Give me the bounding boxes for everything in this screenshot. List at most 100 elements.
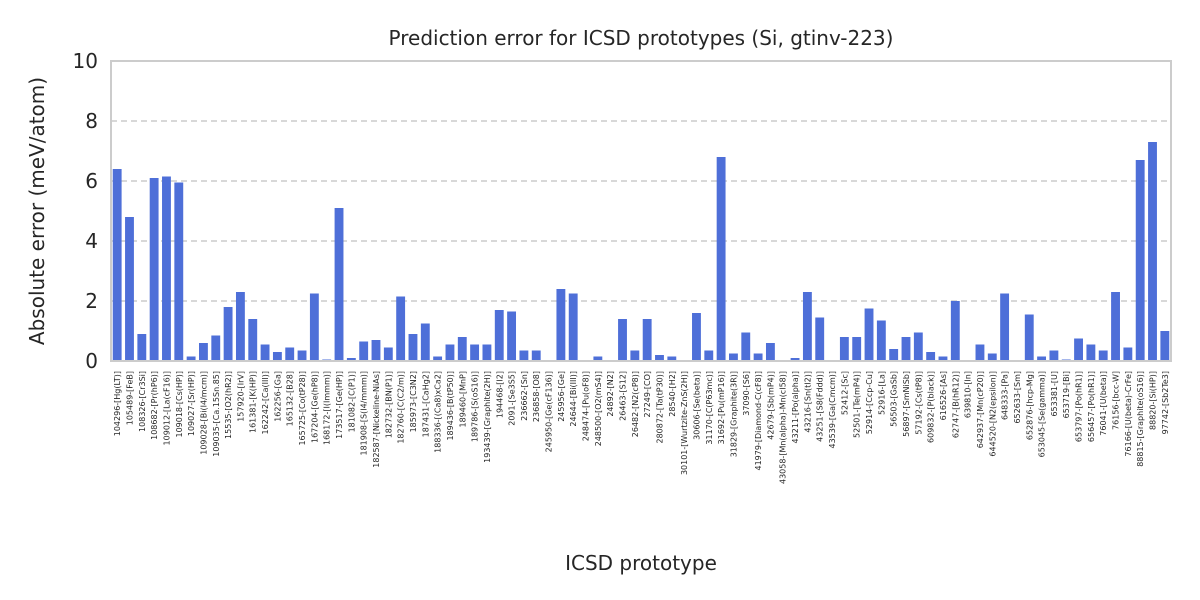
x-tick-label: 31829-[Graphite(3R)] [729,371,738,457]
plot-frame [110,60,1172,362]
bar [519,350,529,361]
x-tick-label: 43211-[Po(alpha)] [791,371,800,443]
bar [716,157,726,361]
bar [926,352,936,361]
grid-lines [111,120,1171,302]
y-axis-label: Absolute error (meV/atom) [25,77,49,345]
x-tick-label: 161381-[K(HP)] [249,371,258,433]
x-tick-label: 193439-[Graphite(2H)] [483,371,492,463]
bar [790,358,800,361]
y-tick-label: 2 [85,289,98,313]
x-tick-label: 280872-[Ta(tP30)] [655,371,664,444]
x-tick-label: 644520-[N2(epsilon)] [988,371,997,457]
bar [815,317,825,361]
x-tick-label: 2091-[Se3S5] [508,371,517,426]
x-tick-label: 162242-[Ca(III)] [261,371,270,434]
x-tick-label: 76156-[bcc-W] [1112,371,1121,430]
x-tick-label: 168172-[I(Immm)] [323,371,332,445]
x-tick-label: 182587-[Nickeline-NiAs] [372,371,381,468]
x-tick-label: 162256-[Ga] [273,371,282,422]
bar [704,350,714,361]
x-tick-label: 88815-[Graphite(oS16)] [1136,371,1145,467]
bar [1000,293,1010,361]
x-tick-label: 109012-[La(cF16)] [162,371,171,445]
bar [433,356,443,361]
bar [396,296,406,361]
bar [729,353,738,361]
bar [1111,292,1120,361]
bar [987,353,997,361]
x-tick-label: 652876-[hcp-Mg] [1025,371,1034,440]
bar [371,340,381,361]
x-tick-label: 24644-[Bi(III)] [569,371,578,427]
x-tick-label: 104296-[Hg(LT)] [113,371,122,436]
x-tick-label: 653719-[Bi] [1062,371,1071,418]
x-tick-label: 56503-[GaSb] [890,371,899,427]
x-tick-label: 189436-[B(tP50)] [446,371,455,441]
x-axis-label: ICSD prototype [565,551,717,575]
bar [876,320,886,361]
bar [235,292,245,361]
x-tick-label: 181082-[C(P1)] [347,371,356,432]
x-tick-label: 30101-[Wurtzite-ZnS(2H)] [680,371,689,475]
x-tick-label: 31692-[Pu(mP16)] [717,371,726,444]
y-ticks: 0 2 4 6 8 10 [73,49,98,373]
x-tick-label: 24892-[N2] [606,371,615,417]
x-tick-label: 189786-[S(oS16)] [471,371,480,442]
y-tick-label: 10 [73,49,98,73]
bar [248,319,258,361]
bar [470,344,480,361]
x-tick-label: 52914-[Ccp-Cu] [865,371,874,434]
x-tick-label: 236858-[O8] [532,371,541,422]
bar [186,356,196,361]
x-tick-label: 31170-[C(P63mc)] [705,371,714,445]
x-tick-label: 194468-[I2] [495,371,504,418]
bar [1049,350,1059,361]
x-tick-label: 105489-[FeB] [125,371,134,425]
bar [1086,344,1096,361]
x-tick-label: 26463-[S12] [619,371,628,421]
x-tick-label: 43251-[S8(Fddd)] [816,371,825,442]
bar [864,308,874,361]
bar [839,337,849,361]
x-tick-label: 57192-[Cs(tP8)] [914,371,923,435]
y-tick-label: 0 [85,349,98,373]
chart-title: Prediction error for ICSD prototypes (Si… [389,26,894,50]
x-tick-label: 27249-[CO] [643,371,652,417]
x-tick-label: 167204-[Ge(hP8)] [310,371,319,443]
bar [1037,356,1047,361]
y-tick-label: 4 [85,229,98,253]
bar [655,355,664,361]
x-tick-label: 652633-[Sm] [1013,371,1022,424]
x-tick-label: 653797-[Po(hR1)] [1075,371,1084,442]
x-tick-label: 165132-[B28] [286,371,295,426]
y-tick-label: 8 [85,109,98,133]
x-tick-label: 188336-[(Ca8)xCa2] [434,371,443,453]
bar [1148,142,1157,361]
bar [630,350,640,361]
bar [420,323,430,361]
bar [199,343,208,361]
y-tick-label: 6 [85,169,98,193]
x-tick-label: 181908-[S(I4/mmm)] [360,371,369,456]
bar [137,334,147,361]
bar [223,307,233,361]
x-tick-label: 109035-[Ca.15Sn.85] [212,371,221,457]
x-tick-label: 88820-[Si(HP)] [1149,371,1158,430]
bar [445,344,455,361]
x-tick-label: 173517-[Ge(HP)] [335,371,344,439]
bar [297,350,307,361]
bar [1024,314,1034,361]
bar [1160,331,1170,361]
bar [174,182,184,361]
x-tick-label: 76166-[U(beta)-CrFe] [1124,371,1133,457]
bar [765,343,775,361]
x-tick-label: 109018-[Cs(HP)] [175,371,184,438]
x-tick-label: 639810-[In] [964,371,973,418]
bar [260,344,270,361]
x-tick-label: 26482-[N2(cP8)] [631,371,640,437]
bar [1123,347,1133,361]
x-tick-label: 108682-[Pr(hP6)] [150,371,159,440]
bar [346,358,356,361]
